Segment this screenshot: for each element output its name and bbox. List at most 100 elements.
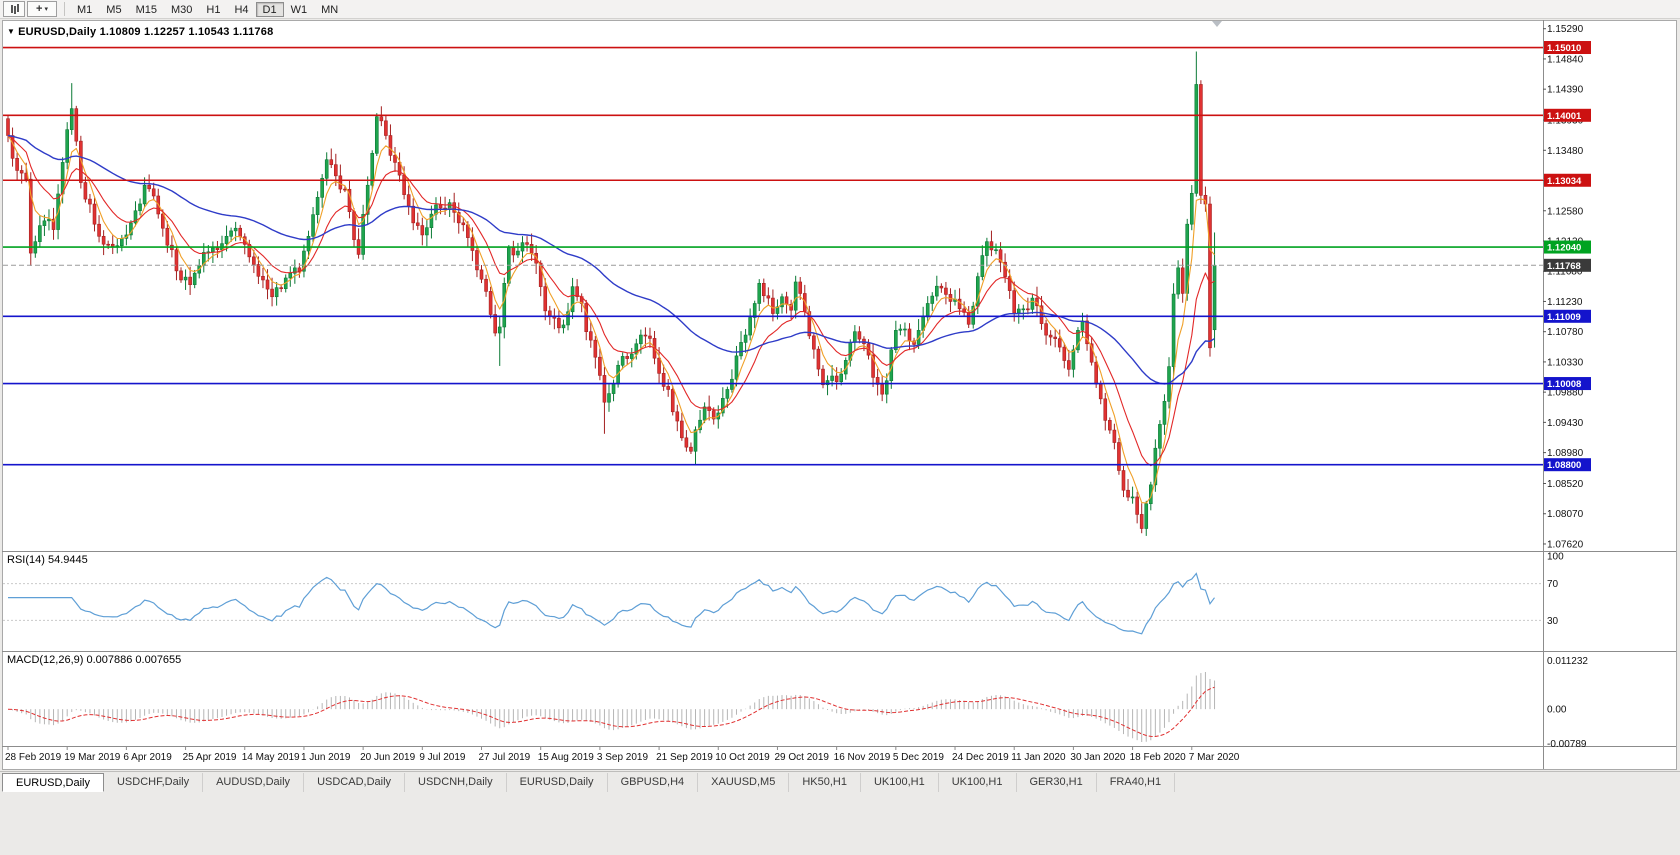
candle-body [188,276,192,285]
chart-tab-fra40-h1[interactable]: FRA40,H1 [1097,773,1176,792]
candle-body [857,331,862,340]
candle-body [511,247,516,256]
date-tick-label: 28 Feb 2019 [5,752,62,763]
candle-body [880,384,884,395]
candle-body [1144,503,1149,529]
candle-body [425,227,429,236]
candle-body [588,331,593,341]
price-level-badge[interactable] [1544,377,1591,391]
chart-tab-ger30-h1[interactable]: GER30,H1 [1017,773,1097,792]
timeframe-button-m5[interactable]: M5 [106,3,122,16]
candle-body [680,420,684,439]
candle-body [110,243,115,247]
candle-body [174,249,179,272]
date-tick-label: 9 Jul 2019 [419,752,466,763]
chart-tab-usdcnh-daily[interactable]: USDCNH,Daily [405,773,507,792]
candle-body [256,264,261,277]
moving-average-13 [7,135,1215,467]
chart-tab-eurusd-daily[interactable]: EURUSD,Daily [2,773,104,792]
chart-tab-gbpusd-h4[interactable]: GBPUSD,H4 [608,773,699,792]
crosshair-icon: + [36,2,43,15]
candle-body [998,249,1003,263]
candle-body [657,357,661,374]
candle-body [274,287,279,298]
price-level-badge[interactable] [1544,458,1591,472]
candle-body [566,311,570,326]
chart-tab-usdchf-daily[interactable]: USDCHF,Daily [104,773,204,792]
candle-body [1062,346,1067,361]
macd-signal-line [7,686,1215,738]
price-level-badge-label: 1.11009 [1547,312,1581,323]
chart-tab-usdcad-daily[interactable]: USDCAD,Daily [304,773,406,792]
price-level-badge[interactable] [1544,240,1591,254]
crosshair-tool-button[interactable]: + ▾ [27,1,57,17]
chart-tab-uk100-h1[interactable]: UK100,H1 [861,773,939,792]
candle-body [584,303,589,332]
candle-body [384,120,388,136]
candle-body [611,383,616,394]
candle-body [875,377,880,385]
price-level-badge[interactable] [1544,173,1591,187]
price-level-badge[interactable] [1544,108,1591,122]
candle-body [42,220,47,226]
candle-body [798,281,803,294]
candle-body [1153,447,1158,486]
candle-body [379,116,384,122]
candle-body [92,203,97,225]
candle-body [994,249,998,252]
candle-body [106,243,110,246]
chart-tab-hk50-h1[interactable]: HK50,H1 [789,773,861,792]
candle-body [1044,323,1048,336]
candle-body [898,328,903,331]
candle-body [1112,429,1117,443]
candle-body [129,222,133,236]
candle-body [133,210,138,224]
date-tick-label: 24 Dec 2019 [952,752,1009,763]
candle-body [912,340,916,345]
timeframe-button-h4[interactable]: H4 [234,3,249,16]
timeframe-button-m1[interactable]: M1 [77,3,93,16]
candle-body [761,283,766,297]
chart-tab-uk100-h1[interactable]: UK100,H1 [939,773,1017,792]
date-tick-label: 3 Sep 2019 [597,752,649,763]
candle-body [884,380,889,395]
timeframe-button-m30[interactable]: M30 [170,3,193,16]
chart-tab-eurusd-daily[interactable]: EURUSD,Daily [507,773,608,792]
chart-shift-marker[interactable] [1212,21,1222,27]
timeframe-button-mn[interactable]: MN [321,3,339,16]
timeframe-button-m15[interactable]: M15 [135,3,157,16]
candle-body [293,267,297,274]
date-tick-label: 30 Jan 2020 [1070,752,1125,763]
price-level-badge[interactable] [1544,258,1591,272]
macd-tick-label: 0.011232 [1547,656,1588,667]
candle-body [334,164,338,177]
chart-quote-line: ▼ EURUSD,Daily 1.10809 1.12257 1.10543 1.… [7,26,273,38]
chart-mode-button[interactable] [3,1,25,17]
candle-body [793,281,798,311]
candle-body [411,205,416,224]
candle-body [757,283,762,304]
chart-tab-xauusd-m5[interactable]: XAUUSD,M5 [698,773,790,792]
candle-body [1208,203,1212,349]
price-level-badge[interactable] [1544,309,1591,323]
candle-body [957,298,962,310]
chart-tab-audusd-daily[interactable]: AUDUSD,Daily [203,773,305,792]
candle-body [270,288,274,298]
timeframe-button-d1[interactable]: D1 [255,1,284,17]
candle-body [1026,308,1030,311]
bar-chart-icon [10,5,13,13]
price-level-badge[interactable] [1544,41,1591,55]
symbol-dropdown-icon[interactable]: ▼ [7,27,16,36]
candle-body [497,326,502,334]
timeframe-button-w1[interactable]: W1 [290,3,308,16]
price-tick-label: 1.13480 [1547,146,1584,157]
candle-body [1130,496,1135,499]
candle-body [479,269,484,280]
candle-body [670,389,675,413]
candle-body [629,353,634,359]
candle-body [821,368,825,386]
candle-body [734,355,739,380]
candle-body [38,225,42,242]
timeframe-button-h1[interactable]: H1 [206,3,221,16]
